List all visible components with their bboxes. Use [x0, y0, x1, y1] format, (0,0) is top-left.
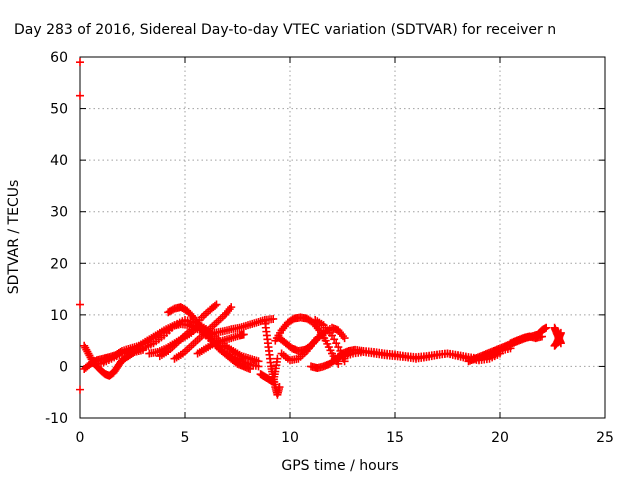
- x-tick-label: 15: [386, 430, 404, 446]
- y-tick-label: -10: [45, 411, 68, 427]
- y-tick-label: 10: [50, 308, 68, 324]
- series-arc-q: [464, 323, 551, 366]
- data-point: [76, 91, 84, 100]
- y-tick-label: 60: [50, 50, 68, 66]
- x-tick-labels: 0 5 10 15 20 25: [76, 430, 614, 446]
- series-arc-m: [275, 328, 328, 355]
- plot-frame: [79, 56, 606, 419]
- y-tick-label: 20: [50, 256, 68, 272]
- data-point-fill: [210, 301, 219, 310]
- series-arc-t: [550, 328, 565, 350]
- data-point: [254, 357, 263, 366]
- y-axis-title: SDTVAR / TECUs: [6, 180, 22, 295]
- data-point: [556, 328, 565, 337]
- x-tick-label: 20: [491, 430, 509, 446]
- x-tick-label: 10: [281, 430, 299, 446]
- data-point: [273, 354, 282, 363]
- data-point: [212, 300, 221, 309]
- x-tick-label: 0: [76, 430, 85, 446]
- data-point: [227, 303, 236, 312]
- series-arc-f: [155, 300, 221, 361]
- series-arc-r: [506, 332, 546, 348]
- data-point-fill: [318, 330, 327, 339]
- data-point: [239, 330, 248, 339]
- data-point: [76, 385, 84, 394]
- x-axis-title: GPS time / hours: [281, 458, 398, 474]
- series-arc-g: [170, 303, 236, 363]
- x-tick-label: 25: [596, 430, 614, 446]
- y-tick-label: 0: [59, 359, 68, 375]
- y-tick-label: 40: [50, 153, 68, 169]
- data-point: [246, 365, 255, 374]
- y-tick-label: 50: [50, 102, 68, 118]
- data-point: [542, 323, 551, 332]
- data-point: [76, 58, 84, 67]
- data-points: [76, 58, 565, 399]
- series-arc-j: [256, 354, 282, 386]
- series-arc-h: [193, 330, 248, 358]
- x-tick-label: 5: [181, 430, 190, 446]
- axis-ticks: [79, 56, 606, 419]
- data-point: [76, 300, 84, 309]
- y-tick-label: 30: [50, 205, 68, 221]
- data-point: [538, 332, 546, 341]
- data-point: [340, 334, 349, 343]
- series-left-edge-marks: [76, 58, 84, 394]
- data-point: [269, 314, 278, 323]
- data-point: [275, 383, 284, 392]
- y-tick-labels: -10 0 10 20 30 40 50 60: [45, 50, 68, 427]
- grid: [80, 57, 605, 418]
- chart-title: Day 283 of 2016, Sidereal Day-to-day VTE…: [14, 22, 556, 38]
